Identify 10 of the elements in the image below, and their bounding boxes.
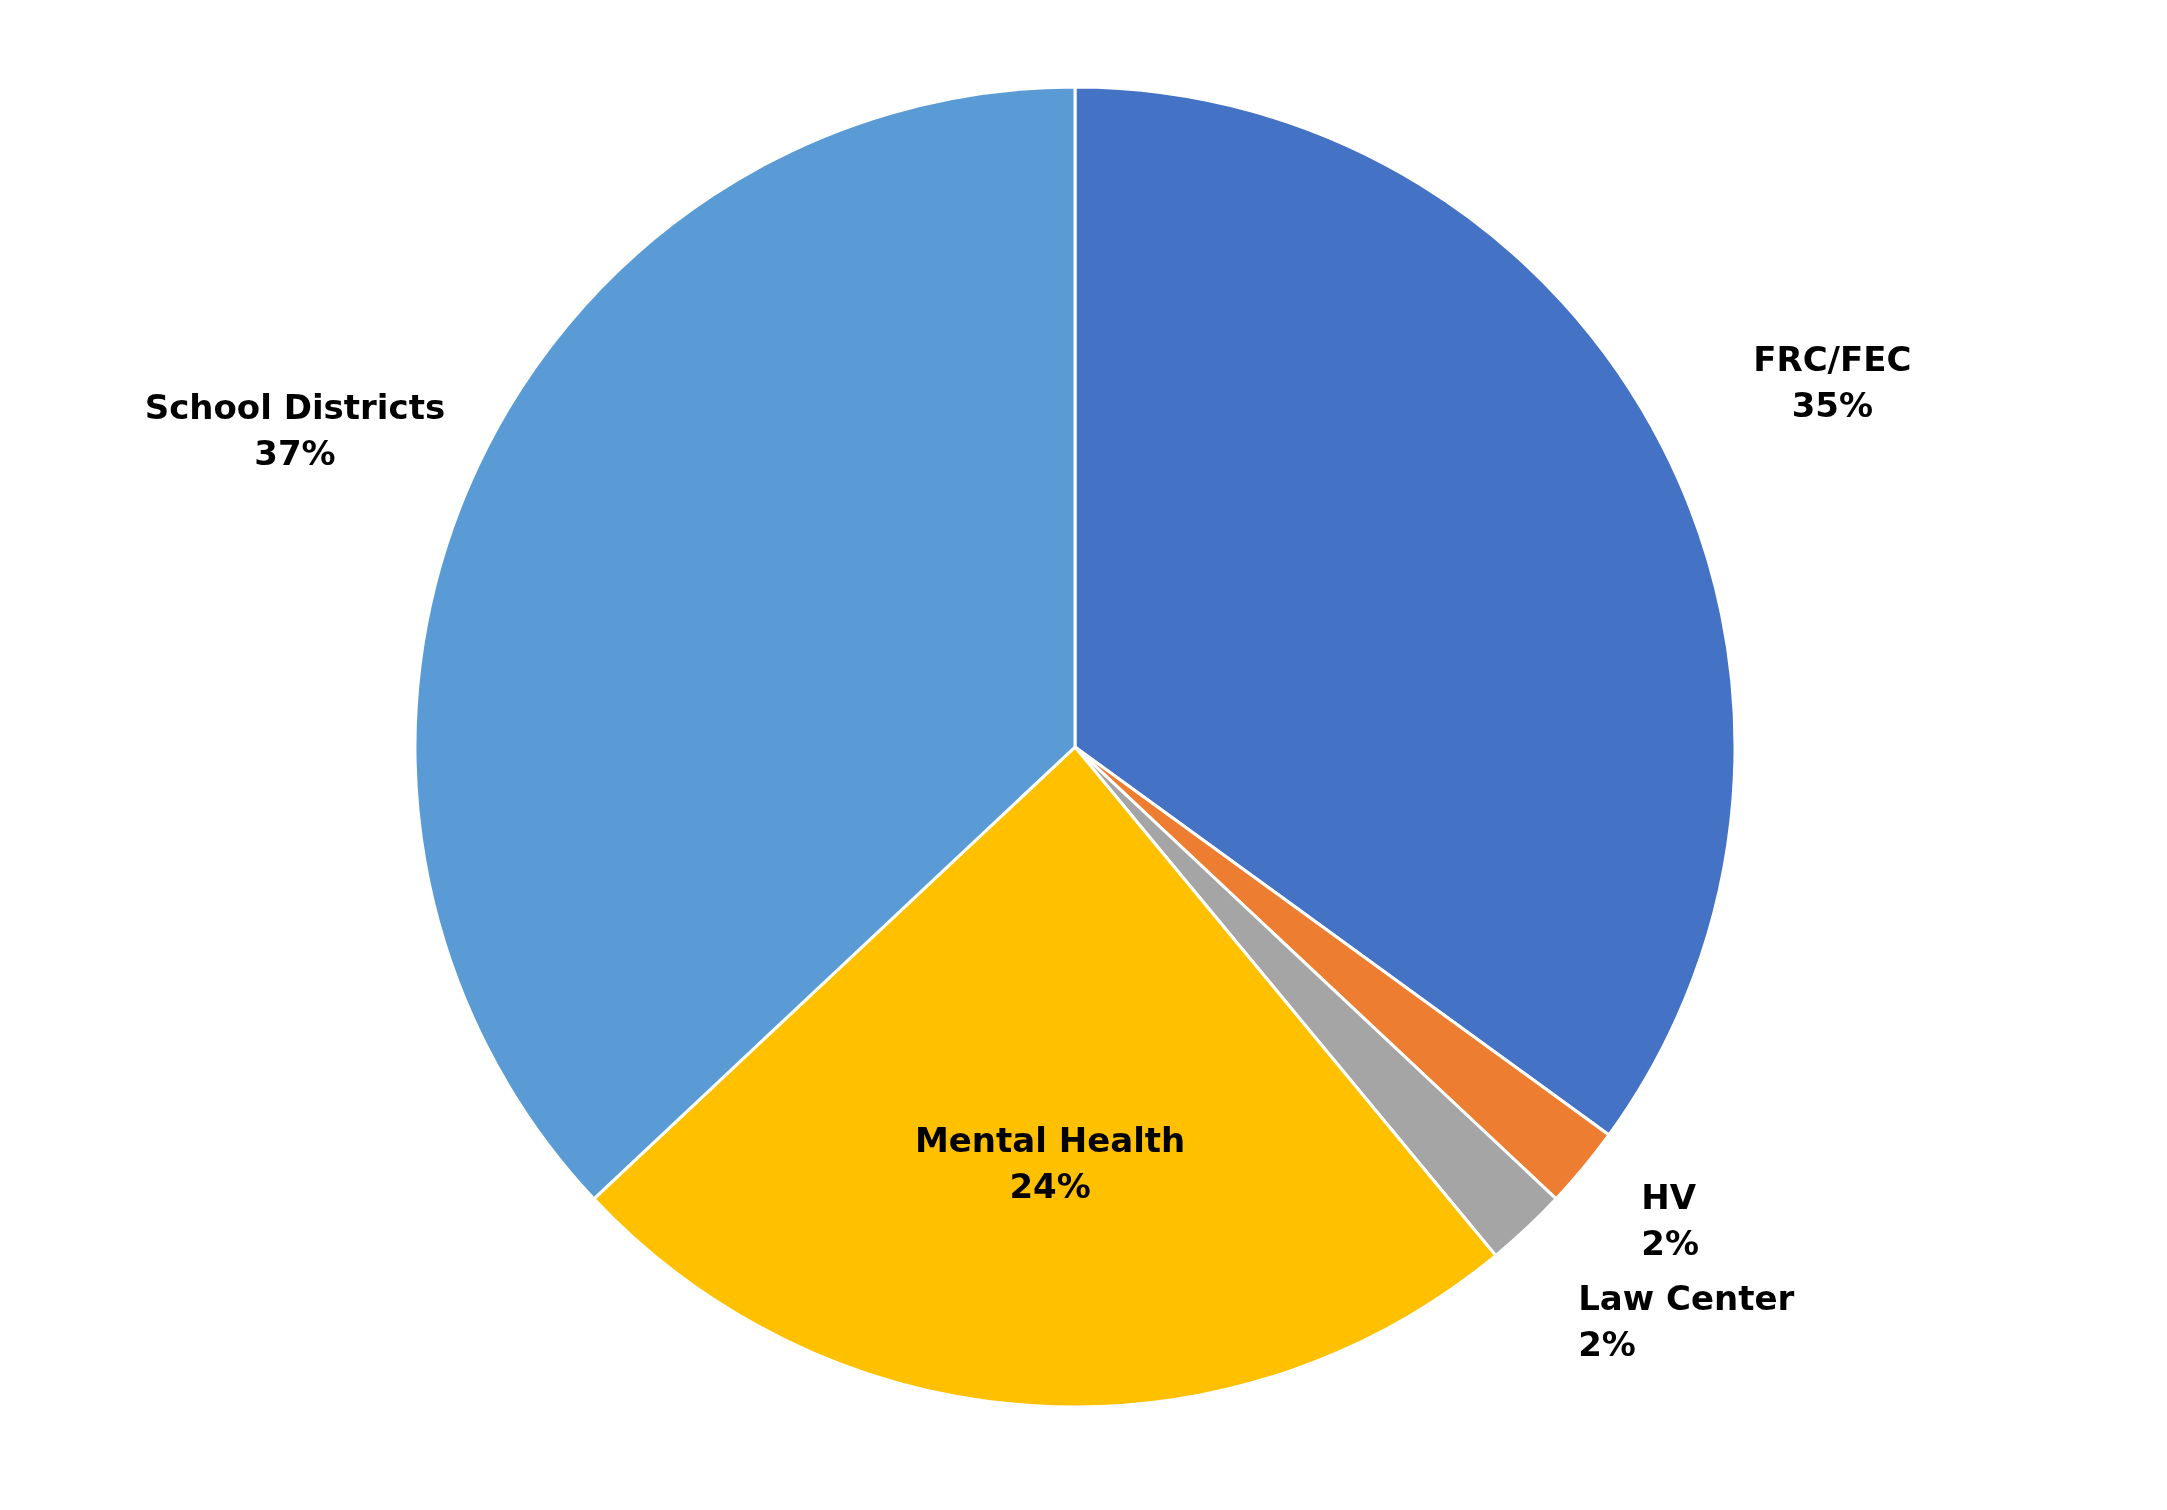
data-label: 2% <box>1641 1222 1700 1263</box>
slice-label: Law Center <box>1578 1277 1795 1318</box>
data-label: 24% <box>1009 1166 1091 1207</box>
data-label: 35% <box>1791 385 1874 426</box>
slice-label: HV <box>1641 1176 1697 1217</box>
data-label: 2% <box>1578 1323 1636 1364</box>
slice-label: Mental Health <box>914 1120 1186 1161</box>
slice-label: School Districts <box>144 387 446 428</box>
slice-label: FRC/FEC <box>1753 339 1912 380</box>
data-label: 37% <box>254 433 336 474</box>
